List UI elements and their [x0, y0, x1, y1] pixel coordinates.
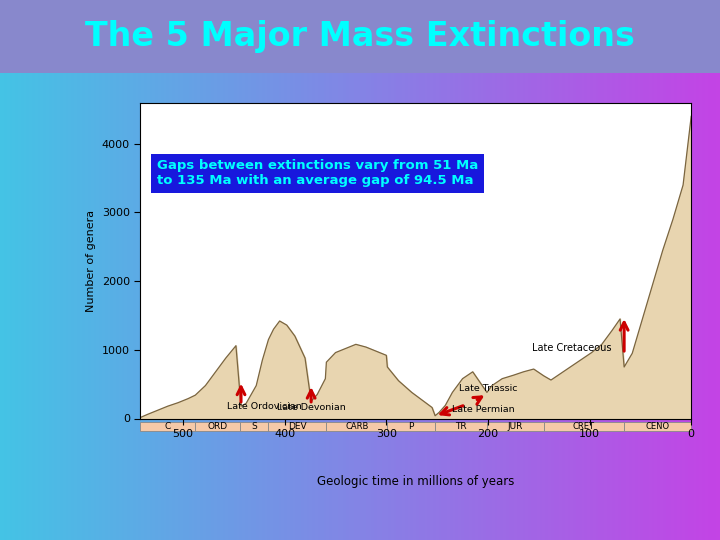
- Bar: [544, 422, 624, 431]
- Y-axis label: Number of genera: Number of genera: [86, 210, 96, 312]
- Text: Late Ordovician: Late Ordovician: [227, 402, 302, 411]
- Text: P: P: [408, 422, 414, 431]
- Text: C: C: [165, 422, 171, 431]
- Bar: [624, 422, 691, 431]
- Bar: [487, 422, 544, 431]
- Bar: [435, 422, 487, 431]
- Bar: [140, 422, 195, 431]
- Text: Late Permian: Late Permian: [451, 405, 514, 414]
- Text: CARB: CARB: [345, 422, 369, 431]
- Bar: [195, 422, 240, 431]
- Text: Gaps between extinctions vary from 51 Ma
to 135 Ma with an average gap of 94.5 M: Gaps between extinctions vary from 51 Ma…: [157, 159, 478, 187]
- Text: CENO: CENO: [646, 422, 670, 431]
- Bar: [326, 422, 387, 431]
- Text: The 5 Major Mass Extinctions: The 5 Major Mass Extinctions: [85, 20, 635, 53]
- Text: JUR: JUR: [508, 422, 523, 431]
- Text: CRET: CRET: [573, 422, 595, 431]
- Text: S: S: [251, 422, 257, 431]
- Text: Late Cretaceous: Late Cretaceous: [531, 342, 611, 353]
- Text: Late Devonian: Late Devonian: [276, 403, 346, 412]
- Text: Late Triassic: Late Triassic: [459, 384, 518, 393]
- Bar: [269, 422, 326, 431]
- Text: ORD: ORD: [207, 422, 228, 431]
- Text: DEV: DEV: [288, 422, 307, 431]
- Text: Geologic time in millions of years: Geologic time in millions of years: [317, 475, 515, 488]
- Bar: [240, 422, 269, 431]
- Bar: [387, 422, 435, 431]
- Text: TR: TR: [455, 422, 467, 431]
